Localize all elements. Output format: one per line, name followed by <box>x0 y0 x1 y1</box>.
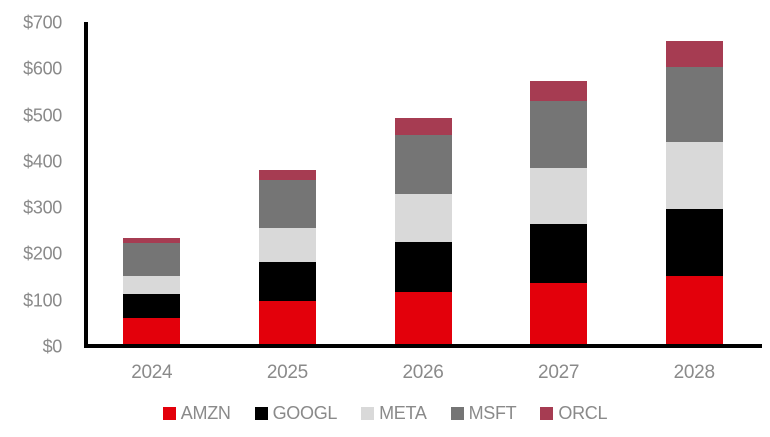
x-tick-label-2027: 2027 <box>538 362 580 383</box>
legend-swatch-META <box>361 407 375 420</box>
stacked-bar-2027[interactable] <box>530 80 588 346</box>
stacked-bar-2026[interactable] <box>394 117 452 346</box>
y-tick-label-600: $600 <box>23 58 62 79</box>
y-tick-label-300: $300 <box>23 197 62 218</box>
stacked-bar-2024[interactable] <box>123 238 181 346</box>
bar-segment-META-2026[interactable] <box>394 194 452 242</box>
y-tick-label-400: $400 <box>23 151 62 172</box>
legend-label-ORCL: ORCL <box>558 403 608 423</box>
bar-segment-GOOGL-2026[interactable] <box>394 241 452 293</box>
bar-segment-AMZN-2025[interactable] <box>258 300 316 346</box>
legend-label-GOOGL: GOOGL <box>272 403 338 423</box>
y-axis-line <box>84 22 88 348</box>
bar-segment-ORCL-2026[interactable] <box>394 117 452 136</box>
x-tick-label-2028: 2028 <box>673 362 715 383</box>
bar-segment-MSFT-2025[interactable] <box>258 179 316 229</box>
legend-swatch-MSFT <box>450 407 464 420</box>
legend-label-MSFT: MSFT <box>468 403 517 423</box>
bar-segment-ORCL-2027[interactable] <box>530 80 588 101</box>
bar-segment-AMZN-2024[interactable] <box>123 318 181 346</box>
bar-segment-AMZN-2028[interactable] <box>665 275 723 346</box>
legend-swatch-ORCL <box>540 407 554 420</box>
legend-label-AMZN: AMZN <box>180 403 231 423</box>
legend-swatch-AMZN <box>162 407 176 420</box>
x-tick-label-2025: 2025 <box>266 362 308 383</box>
bar-segment-MSFT-2026[interactable] <box>394 135 452 195</box>
bar-segment-META-2028[interactable] <box>665 142 723 209</box>
legend-item-GOOGL[interactable]: GOOGL <box>254 403 338 424</box>
x-tick-label-2024: 2024 <box>131 362 173 383</box>
legend-item-ORCL[interactable]: ORCL <box>540 403 607 424</box>
legend-item-META[interactable]: META <box>361 403 427 424</box>
x-tick-label-2026: 2026 <box>402 362 444 383</box>
bar-segment-MSFT-2027[interactable] <box>530 100 588 168</box>
y-tick-label-500: $500 <box>23 105 62 126</box>
x-axis-line <box>84 344 762 348</box>
y-tick-label-100: $100 <box>23 290 62 311</box>
legend: AMZN GOOGL META MSFT ORCL <box>0 403 770 424</box>
legend-item-MSFT[interactable]: MSFT <box>450 403 517 424</box>
bar-segment-GOOGL-2025[interactable] <box>258 262 316 301</box>
bar-segment-ORCL-2025[interactable] <box>258 169 316 180</box>
bar-segment-META-2027[interactable] <box>530 167 588 225</box>
y-tick-label-0: $0 <box>42 336 63 357</box>
bar-segment-MSFT-2028[interactable] <box>665 66 723 143</box>
legend-swatch-GOOGL <box>254 407 268 420</box>
y-tick-label-200: $200 <box>23 243 62 264</box>
bar-segment-ORCL-2024[interactable] <box>123 238 181 243</box>
bar-segment-ORCL-2028[interactable] <box>665 41 723 67</box>
bar-segment-MSFT-2024[interactable] <box>123 242 181 276</box>
bar-segment-META-2025[interactable] <box>258 228 316 263</box>
bar-segment-GOOGL-2024[interactable] <box>123 294 181 319</box>
bar-segment-META-2024[interactable] <box>123 275 181 295</box>
bar-segment-AMZN-2026[interactable] <box>394 292 452 346</box>
legend-item-AMZN[interactable]: AMZN <box>162 403 231 424</box>
y-tick-label-700: $700 <box>23 12 62 33</box>
bar-segment-GOOGL-2028[interactable] <box>665 209 723 276</box>
stacked-bar-2025[interactable] <box>258 169 316 346</box>
bar-segment-GOOGL-2027[interactable] <box>530 224 588 283</box>
bar-segment-AMZN-2027[interactable] <box>530 282 588 346</box>
legend-label-META: META <box>379 403 427 423</box>
stacked-bar-2028[interactable] <box>665 41 723 346</box>
